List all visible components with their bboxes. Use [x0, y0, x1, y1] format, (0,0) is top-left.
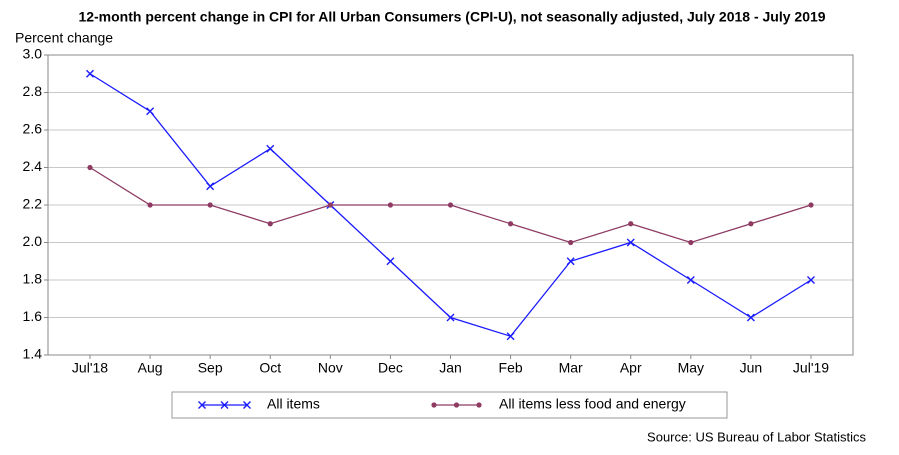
data-point: [808, 202, 814, 208]
data-point: [446, 313, 455, 322]
data-point: [506, 332, 515, 341]
data-point: [387, 202, 394, 208]
x-tick-label: Aug: [138, 360, 163, 376]
x-tick-label: Jul'19: [793, 360, 829, 376]
y-tick-label: 1.8: [23, 271, 43, 287]
legend-marker: [220, 401, 229, 409]
legend-label: All items less food and energy: [499, 396, 686, 412]
y-tick-label: 2.4: [23, 158, 43, 174]
x-tick-label: Apr: [620, 360, 642, 376]
data-point: [568, 239, 574, 246]
x-tick-label: Mar: [559, 360, 583, 376]
y-tick-label: 1.4: [23, 346, 43, 362]
legend-marker: [453, 402, 460, 408]
data-point: [266, 144, 275, 153]
x-tick-label: Dec: [378, 360, 403, 376]
x-tick-label: Jan: [439, 360, 462, 376]
legend-label: All items: [267, 396, 320, 412]
data-point: [207, 202, 213, 208]
data-point: [626, 238, 635, 247]
y-axis-label: Percent change: [15, 30, 113, 46]
x-tick-label: Nov: [318, 360, 343, 376]
x-tick-label: May: [678, 360, 704, 376]
y-tick-label: 2.8: [23, 83, 43, 99]
data-point: [147, 202, 153, 208]
data-point: [447, 202, 454, 208]
legend-marker: [476, 402, 482, 408]
data-point: [507, 221, 514, 227]
data-point: [628, 221, 634, 227]
legend-marker: [198, 401, 206, 409]
data-point: [86, 69, 94, 78]
data-point: [87, 164, 93, 171]
y-tick-label: 2.2: [23, 196, 43, 212]
data-point: [748, 221, 754, 227]
y-tick-label: 2.0: [23, 233, 43, 249]
data-point: [146, 107, 155, 116]
data-point: [686, 276, 695, 284]
x-tick-label: Sep: [198, 360, 223, 376]
y-tick-label: 1.6: [23, 308, 43, 324]
x-tick-label: Oct: [259, 360, 281, 376]
data-point: [267, 221, 273, 227]
x-tick-label: Jul'18: [72, 360, 108, 376]
y-tick-label: 3.0: [23, 46, 43, 62]
chart-title: 12-month percent change in CPI for All U…: [78, 9, 825, 25]
legend-marker: [431, 402, 437, 408]
source: Source: US Bureau of Labor Statistics: [647, 429, 866, 444]
x-tick-label: Feb: [499, 360, 523, 376]
data-point: [807, 276, 815, 284]
data-point: [206, 182, 215, 191]
x-tick-label: Jun: [740, 360, 763, 376]
legend-marker: [243, 401, 251, 409]
data-point: [688, 239, 694, 246]
y-tick-label: 2.6: [23, 121, 43, 137]
data-point: [746, 313, 755, 322]
data-point: [327, 202, 333, 208]
data-point: [386, 257, 395, 266]
data-point: [566, 257, 575, 266]
